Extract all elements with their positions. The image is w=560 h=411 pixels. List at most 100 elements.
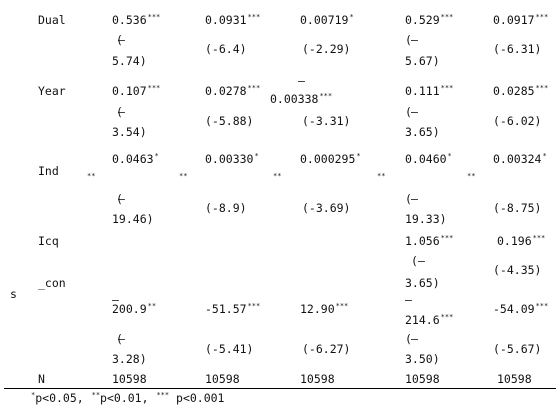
table-cell: 0.536*** <box>112 13 160 29</box>
cell-text: (-4.35) <box>493 263 542 277</box>
table-cell: 10598 <box>405 372 440 386</box>
cell-text: 0.00338 <box>270 92 319 106</box>
cell-text: (-6.27) <box>302 342 351 356</box>
table-cell: 0.107*** <box>112 84 160 100</box>
cell-text: – <box>118 192 125 206</box>
table-cell: – <box>411 192 418 206</box>
table-cell: ( <box>405 332 412 346</box>
significance-stars: *** <box>247 302 261 310</box>
significance-stars: *** <box>335 302 349 310</box>
bottom-rule <box>4 388 556 389</box>
cell-text: 0.536 <box>112 13 147 27</box>
table-cell: 0.196*** <box>497 234 545 250</box>
table-cell: 3.54) <box>112 125 147 139</box>
table-cell: 0.0463* <box>112 152 159 168</box>
table-cell: N <box>38 372 45 386</box>
significance-stars: * <box>356 152 361 160</box>
cell-text: ( <box>405 332 412 346</box>
cell-text: (-3.69) <box>302 201 351 215</box>
table-cell: (-3.31) <box>302 114 350 128</box>
cell-text: 19.46) <box>112 212 154 226</box>
significance-stars: *** <box>247 13 261 21</box>
cell-text: 0.00719 <box>300 13 349 27</box>
cell-text: ( <box>116 192 123 206</box>
table-cell: (-6.02) <box>493 114 541 128</box>
table-cell: ( <box>116 192 123 206</box>
cell-text: 19.33) <box>405 212 447 226</box>
cell-text: Year <box>38 84 66 98</box>
cell-text: Icq <box>38 234 59 248</box>
cell-text: 10598 <box>497 372 532 386</box>
table-cell: 0.00338*** <box>270 92 332 108</box>
table-cell: _con <box>38 276 66 290</box>
significance-stars: *** <box>440 84 454 92</box>
cell-text: – <box>112 293 119 307</box>
table-cell: – <box>418 254 425 268</box>
table-cell: – <box>405 293 412 307</box>
significance-stars: *** <box>147 84 161 92</box>
cell-text: 0.0917 <box>493 13 535 27</box>
cell-text: 3.50) <box>405 352 440 366</box>
table-cell: 1.056*** <box>405 234 453 250</box>
table-cell: (-5.67) <box>493 342 541 356</box>
cell-text: 0.529 <box>405 13 440 27</box>
table-cell: – <box>112 293 119 307</box>
table-cell: 5.74) <box>112 54 147 68</box>
table-cell: – <box>411 332 418 346</box>
cell-text: 10598 <box>112 372 147 386</box>
cell-text: 0.0278 <box>205 84 247 98</box>
cell-text: – <box>298 74 305 88</box>
cell-text: 10598 <box>405 372 440 386</box>
cell-text: 10598 <box>300 372 335 386</box>
footnote-text: p<0.05, <box>35 391 91 405</box>
cell-text: (-6.02) <box>493 114 542 128</box>
cell-text: 0.196 <box>497 234 532 248</box>
table-cell: 0.111*** <box>405 84 453 100</box>
cell-text: 0.000295 <box>300 152 356 166</box>
table-cell: (-5.41) <box>205 342 253 356</box>
cell-text: 0.0931 <box>205 13 247 27</box>
cell-text: ( <box>405 192 412 206</box>
cell-text: – <box>418 254 425 268</box>
cell-text: 12.90 <box>300 302 335 316</box>
significance-stars: *** <box>535 302 549 310</box>
table-cell: ** <box>86 172 95 188</box>
table-cell: Ind <box>38 164 59 178</box>
cell-text: 0.107 <box>112 84 147 98</box>
table-cell: 10598 <box>112 372 147 386</box>
table-cell: ** <box>272 172 281 188</box>
cell-text: – <box>118 105 125 119</box>
cell-text: – <box>118 332 125 346</box>
significance-stars: *** <box>440 13 454 21</box>
table-cell: 214.6*** <box>405 313 453 329</box>
cell-text: ( <box>116 33 123 47</box>
cell-text: (-5.67) <box>493 342 542 356</box>
table-cell: 12.90*** <box>300 302 348 318</box>
cell-text: – <box>411 332 418 346</box>
significance-stars: * <box>542 152 547 160</box>
table-cell: – <box>298 74 305 88</box>
cell-text: (-6.31) <box>493 42 542 56</box>
cell-text: (-8.75) <box>493 201 542 215</box>
cell-text: ( <box>116 332 123 346</box>
cell-text: 0.0463 <box>112 152 154 166</box>
table-cell: – <box>118 33 125 47</box>
footnote-text: p<0.001 <box>169 391 225 405</box>
table-cell: (-6.4) <box>205 42 247 56</box>
table-cell: s <box>10 287 17 301</box>
cell-text: (-5.88) <box>205 114 254 128</box>
table-cell: 0.00719* <box>300 13 354 29</box>
significance-stars: * <box>349 13 354 21</box>
cell-text: 214.6 <box>405 313 440 327</box>
cell-text: 5.74) <box>112 54 147 68</box>
cell-text: – <box>118 33 125 47</box>
table-cell: 0.529*** <box>405 13 453 29</box>
significance-stars: *** <box>319 92 333 100</box>
table-cell: – <box>118 192 125 206</box>
cell-text: ( <box>405 105 412 119</box>
footnote-stars: * <box>31 391 36 399</box>
cell-text: _con <box>38 276 66 290</box>
cell-text: Ind <box>38 164 59 178</box>
table-cell: ** <box>376 172 385 188</box>
cell-text: 10598 <box>205 372 240 386</box>
